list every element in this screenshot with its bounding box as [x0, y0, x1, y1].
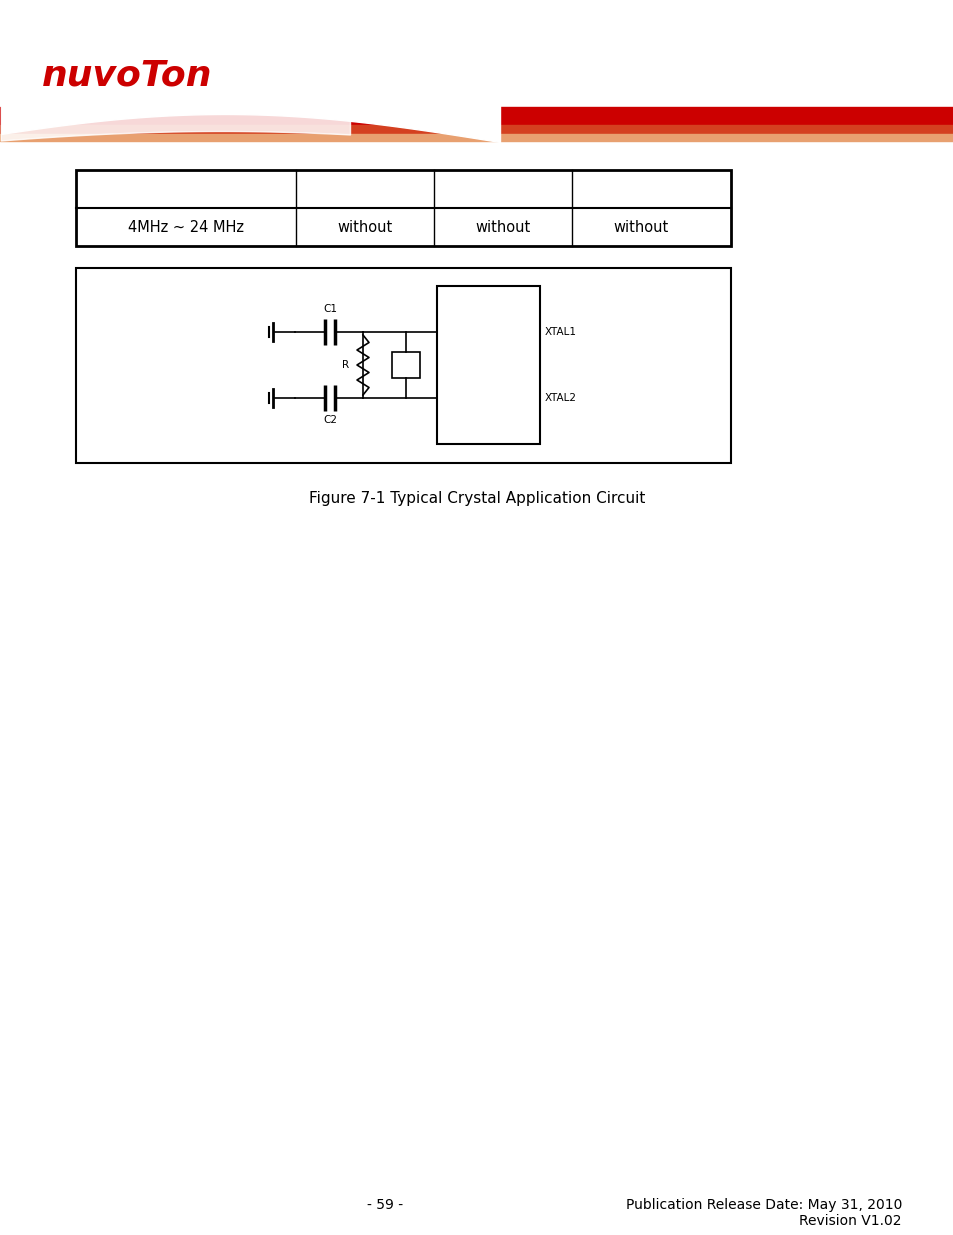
- Text: XTAL1: XTAL1: [544, 327, 577, 337]
- Bar: [76, 268, 730, 463]
- Text: without: without: [613, 220, 668, 235]
- Bar: [0, 125, 953, 135]
- Bar: [392, 352, 419, 378]
- Text: Revision V1.02: Revision V1.02: [799, 1214, 901, 1228]
- Bar: [436, 287, 539, 445]
- Text: XTAL2: XTAL2: [544, 393, 577, 403]
- Text: C1: C1: [323, 304, 336, 314]
- Text: Publication Release Date: May 31, 2010: Publication Release Date: May 31, 2010: [625, 1198, 901, 1212]
- Text: R: R: [341, 359, 349, 370]
- Text: nuvoTon: nuvoTon: [42, 58, 213, 91]
- Bar: [76, 170, 730, 246]
- Bar: [0, 107, 953, 125]
- Text: 4MHz ~ 24 MHz: 4MHz ~ 24 MHz: [128, 220, 244, 235]
- Text: Figure 7-1 Typical Crystal Application Circuit: Figure 7-1 Typical Crystal Application C…: [309, 492, 644, 506]
- Text: - 59 -: - 59 -: [367, 1198, 402, 1212]
- Text: without: without: [475, 220, 530, 235]
- Text: without: without: [337, 220, 393, 235]
- Bar: [0, 135, 953, 141]
- Text: C2: C2: [323, 415, 336, 425]
